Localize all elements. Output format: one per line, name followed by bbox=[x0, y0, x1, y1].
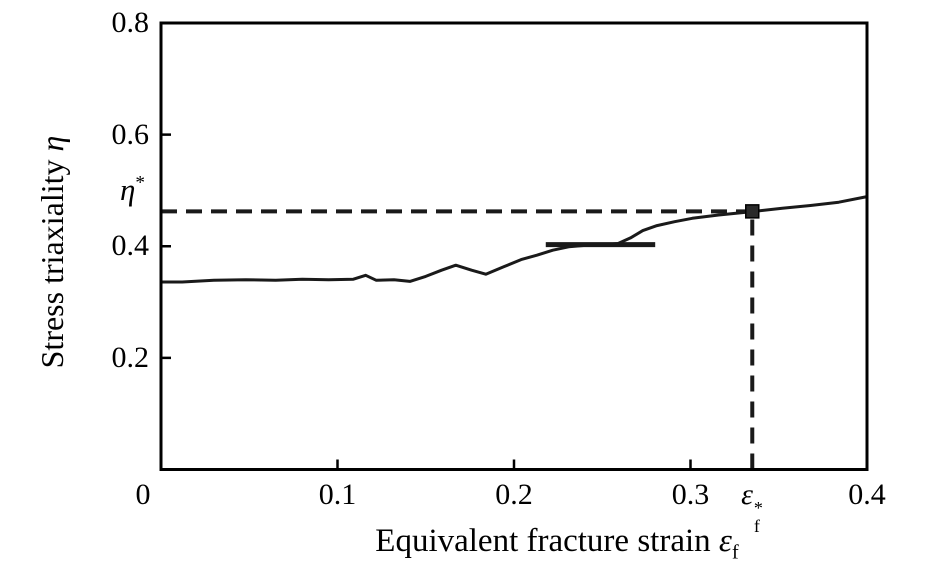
y-tick-label: 0.6 bbox=[111, 117, 150, 151]
x-tick-label: 0.4 bbox=[848, 478, 886, 511]
epsilon-f-star-scripts: * f bbox=[754, 499, 763, 535]
x-tick-label: 0.2 bbox=[495, 478, 533, 511]
epsilon-f-star-subscript: f bbox=[753, 515, 760, 536]
x-tick-label: 0.1 bbox=[318, 478, 357, 511]
x-tick-label: 0 bbox=[135, 478, 151, 511]
eta-symbol: η bbox=[34, 135, 70, 152]
x-axis-title-text: Equivalent fracture strain bbox=[375, 523, 711, 559]
y-axis-title: Stress triaxiality η bbox=[34, 136, 70, 369]
x-axis-title: Equivalent fracture strain εf bbox=[307, 522, 807, 563]
eta-star-superscript: * bbox=[135, 172, 145, 194]
x-tick-label: 0.3 bbox=[671, 478, 710, 511]
y-tick-label: 0.8 bbox=[111, 6, 150, 39]
fracture-point-marker bbox=[745, 204, 760, 219]
epsilon-f-star-superscript: * bbox=[753, 497, 763, 518]
y-tick-label: 0.2 bbox=[111, 340, 150, 374]
eta-star-symbol: η bbox=[120, 172, 136, 207]
epsilon-f-star-symbol: ε bbox=[741, 478, 753, 511]
y-axis-title-text: Stress triaxiality bbox=[34, 159, 70, 369]
eta-star-label: η* bbox=[75, 172, 145, 208]
epsilon-subscript: f bbox=[731, 541, 739, 564]
epsilon-symbol: ε bbox=[718, 523, 732, 559]
plot-border bbox=[159, 21, 869, 471]
stress-triaxiality-curve bbox=[159, 195, 869, 284]
y-tick-label: 0.4 bbox=[111, 229, 150, 263]
epsilon-f-star-label: ε * f bbox=[722, 477, 782, 535]
